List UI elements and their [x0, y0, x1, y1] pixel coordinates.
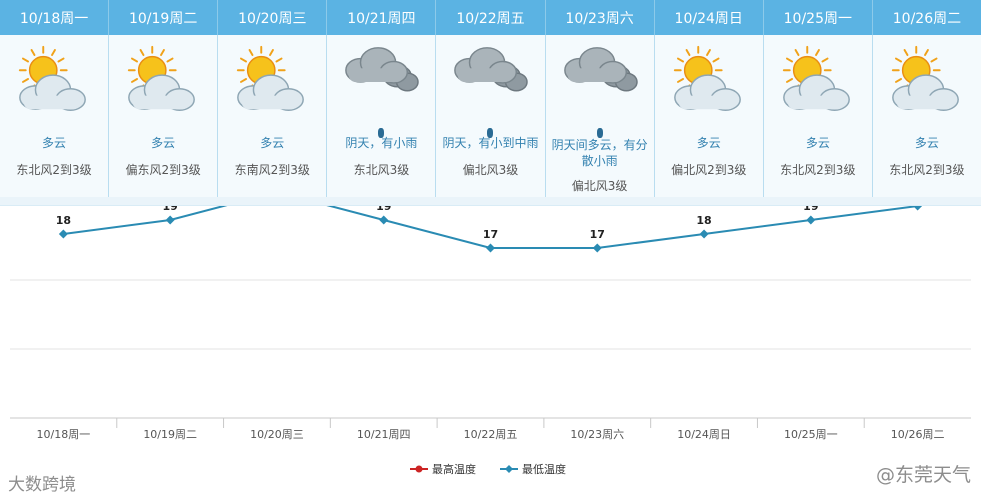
data-point: [806, 215, 816, 225]
data-point: [699, 229, 709, 239]
legend-marker: [505, 465, 513, 473]
forecast-day-5: 阴天间多云，有分散小雨偏北风3级: [546, 35, 655, 197]
x-tick-label: 10/23周六: [570, 428, 624, 441]
data-label: 19: [376, 206, 391, 213]
wind-description: 偏北风2到3级: [671, 163, 747, 177]
weather-description: 多云: [42, 136, 67, 150]
watermark-left: 大数跨境: [8, 475, 76, 495]
legend-item-1: 最低温度: [500, 462, 566, 476]
date-header-0: 10/18周一: [0, 0, 110, 35]
x-tick-label: 10/18周一: [37, 428, 91, 441]
x-axis-ticks: 10/18周一 10/19周二 10/20周三 10/21周四 10/22周五 10/23…: [37, 418, 945, 441]
overcast-rain-icon: [345, 47, 420, 92]
data-label: 18: [56, 214, 71, 227]
forecast-day-0: 多云东北风2到3级: [0, 35, 110, 197]
x-tick-label: 10/24周日: [677, 428, 731, 441]
data-label: 19: [163, 206, 178, 213]
watermark-right: @东莞天气: [875, 464, 971, 486]
forecast-day-2: 多云东南风2到3级: [218, 35, 328, 197]
legend-label: 最高温度: [432, 462, 476, 476]
data-point: [58, 229, 68, 239]
weather-description: 多云: [914, 136, 939, 150]
forecast-row: 多云 东北风2到3级 多云 偏东风2到3级 多云 东南风2到3级 阴天，有小雨 东北风3级 阴天…: [0, 35, 981, 197]
raindrop-icon: [487, 128, 494, 138]
partly-cloudy-icon: [237, 45, 305, 111]
partly-cloudy-icon: [673, 45, 741, 111]
overcast-rain-icon: [563, 47, 638, 92]
data-point: [913, 206, 923, 211]
legend-marker: [415, 465, 423, 473]
date-header-8: 10/26周二: [892, 10, 962, 27]
partly-cloudy-icon: [891, 45, 959, 111]
date-header-row: 10/18周一 10/19周二 10/20周三 10/21周四 10/22周五 10/23…: [0, 0, 981, 35]
wind-description: 东北风2到3级: [889, 163, 965, 177]
forecast-day-8: 多云东北风2到3级: [873, 35, 981, 197]
x-tick-label: 10/19周二: [143, 428, 197, 441]
data-label: 17: [483, 228, 498, 241]
weather-description: 阴天，有小雨: [345, 136, 418, 150]
data-point: [486, 243, 495, 253]
separator-band: [0, 197, 981, 206]
chart-series: 262829252222242627181921191717181920: [56, 206, 923, 253]
data-label: 17: [590, 228, 605, 241]
x-tick-label: 10/25周一: [784, 428, 838, 441]
weather-description: 多云: [260, 136, 285, 150]
forecast-day-3: 阴天，有小雨 东北风3级: [327, 35, 437, 197]
series-line: [63, 206, 918, 249]
weather-description: 多云: [696, 136, 721, 150]
forecast-day-4: 阴天，有小到中雨 偏北风3级: [436, 35, 546, 197]
data-label: 18: [696, 214, 711, 227]
forecast-day-1: 多云偏东风2到3级: [109, 35, 219, 197]
overcast-rain-icon: [454, 47, 529, 92]
date-header-7: 10/25周一: [764, 0, 873, 35]
legend-item-0: 最高温度: [410, 462, 476, 476]
date-header-3: 10/21周四: [327, 0, 437, 35]
wind-description: 东北风3级: [353, 163, 410, 177]
raindrop-icon: [596, 128, 603, 138]
series-1: 181921191717181920: [56, 206, 923, 253]
date-header-2: 10/20周三: [218, 0, 328, 35]
data-label: 19: [803, 206, 818, 213]
forecast-day-6: 多云偏北风2到3级: [655, 35, 764, 197]
x-tick-label: 10/21周四: [357, 428, 411, 441]
data-point: [165, 215, 175, 225]
forecast-day-7: 多云东北风2到3级: [764, 35, 873, 197]
date-header-6: 10/24周日: [655, 0, 764, 35]
data-point: [379, 215, 389, 225]
x-tick-label: 10/20周三: [250, 428, 304, 441]
wind-description: 东北风2到3级: [16, 163, 92, 177]
partly-cloudy-icon: [18, 45, 86, 111]
x-tick-label: 10/22周五: [464, 428, 518, 441]
partly-cloudy-icon: [127, 45, 196, 111]
wind-description: 偏东风2到3级: [125, 163, 201, 177]
raindrop-icon: [378, 128, 385, 138]
date-header-4: 10/22周五: [436, 0, 546, 35]
weather-description: 阴天，有小到中雨: [442, 136, 539, 150]
chart-grid: [10, 279, 971, 419]
chart-legend: 最高温度 最低温度: [410, 462, 566, 476]
weather-description: 多云: [805, 136, 830, 150]
date-header-1: 10/19周二: [109, 0, 219, 35]
date-header-5: 10/23周六: [546, 0, 655, 35]
legend-label: 最低温度: [522, 462, 566, 476]
x-tick-label: 10/26周二: [891, 428, 945, 441]
weather-description: 阴天间多云，有分散小雨: [551, 138, 648, 168]
temperature-line-chart: 262829252222242627181921191717181920 10/…: [10, 206, 971, 476]
wind-description: 东南风2到3级: [234, 163, 310, 177]
wind-description: 东北风2到3级: [780, 163, 856, 177]
data-point: [592, 243, 602, 253]
wind-description: 偏北风3级: [571, 179, 628, 193]
weather-description: 多云: [151, 136, 176, 150]
partly-cloudy-icon: [782, 45, 850, 111]
wind-description: 偏北风3级: [462, 163, 519, 177]
